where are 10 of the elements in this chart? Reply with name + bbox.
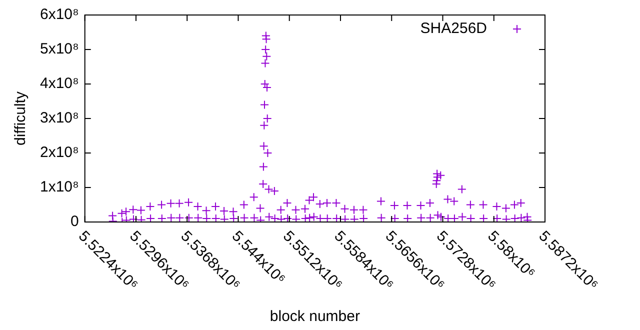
x-axis-title: block number	[270, 308, 360, 325]
y-tick-label: 3x10⁸	[40, 110, 79, 127]
y-tick-label: 5x10⁸	[40, 40, 79, 58]
y-tick-label: 2x10⁸	[40, 144, 79, 162]
y-tick-label: 1x10⁸	[40, 178, 79, 196]
y-tick-label: 6x10⁸	[40, 6, 79, 24]
y-tick-label: 4x10⁸	[40, 75, 79, 92]
y-tick-label: 0	[70, 213, 79, 230]
legend-label: SHA256D	[420, 20, 488, 38]
y-axis-title: difficulty	[12, 91, 30, 146]
